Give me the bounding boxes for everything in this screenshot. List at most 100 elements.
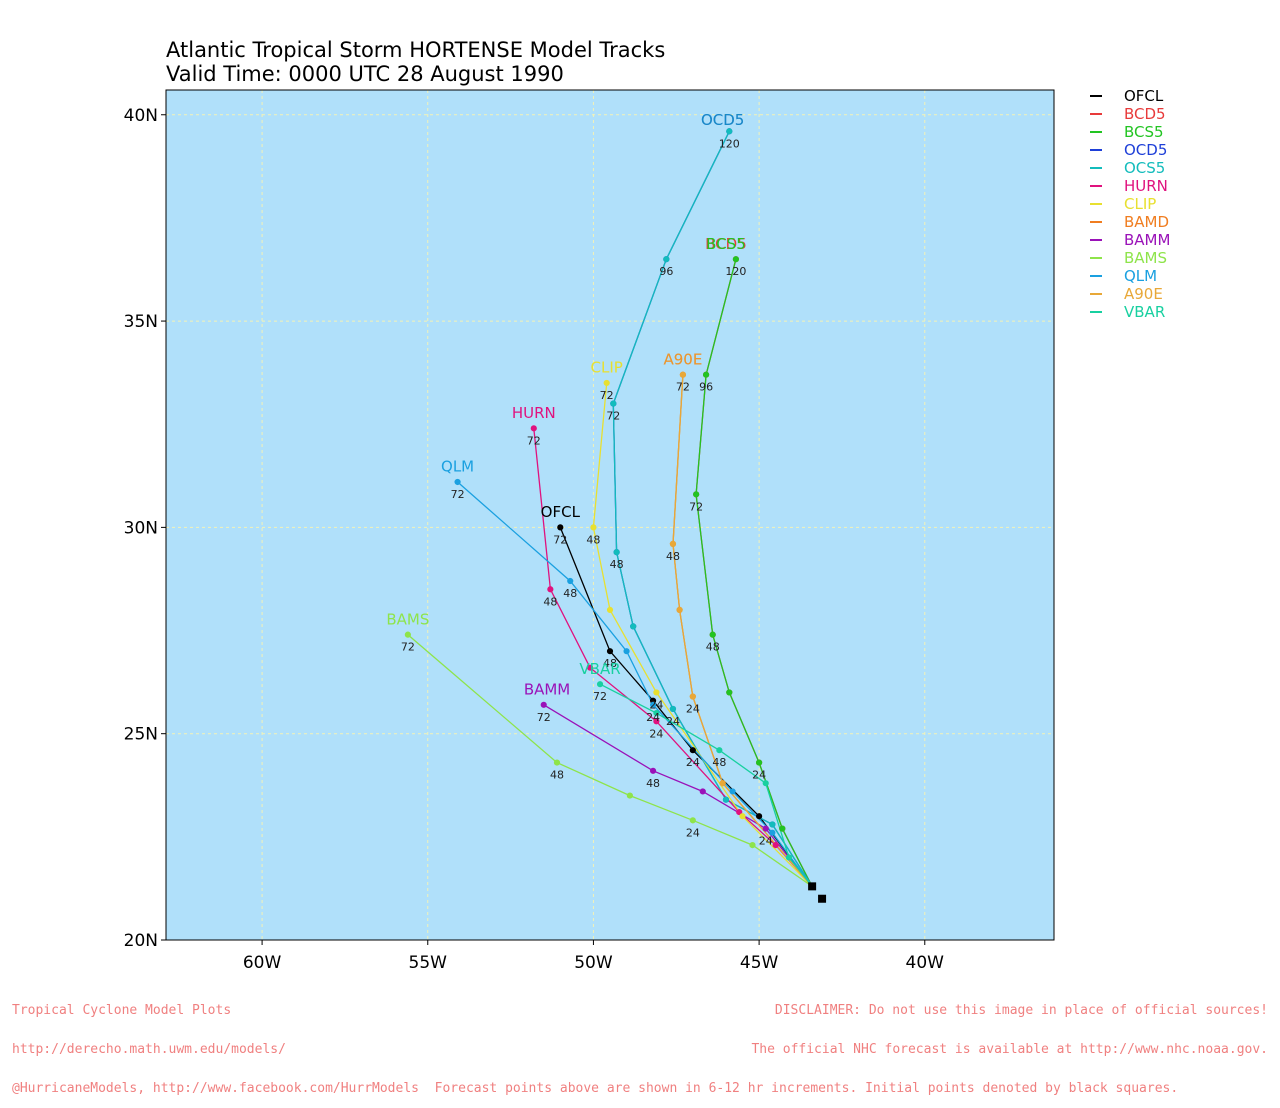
track-point-hurn: [530, 425, 537, 432]
track-point-a90e: [669, 540, 677, 547]
track-point-clip: [606, 606, 614, 614]
track-point-qlm: [623, 648, 630, 655]
hour-label: 48: [550, 769, 564, 782]
hour-label: 72: [451, 488, 465, 501]
end-label-bcs5: BCS5: [706, 235, 746, 253]
hour-label: 72: [600, 389, 614, 402]
hour-label: 72: [537, 711, 551, 724]
hour-label: 48: [666, 550, 680, 563]
initial-points: [808, 882, 827, 903]
hour-label: 48: [586, 533, 600, 546]
track-point-ocs5: [669, 705, 677, 713]
hour-label: 72: [676, 381, 690, 394]
hour-label: 72: [593, 690, 607, 703]
track-point-ocs5: [726, 128, 733, 135]
end-label-bams: BAMS: [386, 610, 429, 628]
footer-right-line: DISCLAIMER: Do not use this image in pla…: [774, 1003, 1268, 1018]
x-tick-label: 50W: [574, 953, 613, 973]
end-label-hurn: HURN: [512, 404, 556, 422]
track-point-ocs5: [630, 623, 637, 630]
track-point-vbar: [596, 681, 604, 688]
track-point-bams: [689, 817, 696, 824]
track-point-bams: [553, 759, 561, 766]
legend-entry-qlm: QLM: [1124, 267, 1157, 285]
hour-label: 120: [719, 137, 740, 150]
track-point-clip: [739, 813, 746, 820]
track-point-ofcl: [756, 813, 763, 820]
x-tick-label: 45W: [740, 953, 779, 973]
model-track-chart: Atlantic Tropical Storm HORTENSE Model T…: [124, 38, 1171, 973]
track-point-qlm: [769, 829, 776, 836]
track-point-clip: [603, 379, 610, 387]
track-point-ocs5: [610, 400, 617, 407]
track-point-bamm: [762, 825, 769, 832]
track-point-ofcl: [557, 524, 564, 531]
track-line-vbar: [599, 683, 813, 887]
y-tick-label: 30N: [124, 518, 158, 538]
track-point-bcs5: [756, 759, 763, 766]
hour-label: 120: [725, 265, 746, 278]
hour-label: 24: [646, 711, 660, 724]
chart-title: Atlantic Tropical Storm HORTENSE Model T…: [166, 38, 665, 62]
track-point-hurn: [653, 718, 660, 725]
hour-label: 24: [649, 727, 663, 740]
hour-label: 72: [401, 641, 415, 654]
hour-label: 48: [610, 558, 624, 571]
track-point-vbar: [716, 747, 723, 754]
hour-label: 72: [553, 533, 567, 546]
end-label-ocs5: OCD5: [701, 111, 744, 129]
hour-label: 72: [689, 500, 703, 513]
track-point-ocs5: [769, 821, 776, 828]
initial-point-square: [808, 882, 817, 891]
track-point-clip: [653, 689, 660, 696]
track-point-bamm: [699, 788, 706, 795]
track-point-bcs5: [709, 631, 716, 638]
track-point-bams: [626, 792, 633, 799]
track-point-bcs5: [779, 825, 786, 832]
footer-right-line: The official NHC forecast is available a…: [751, 1042, 1268, 1057]
legend-entry-bamd: BAMD: [1124, 213, 1169, 231]
track-point-ocs5: [613, 549, 620, 556]
legend-entry-vbar: VBAR: [1124, 303, 1165, 321]
track-points: [404, 128, 793, 861]
track-point-hurn: [587, 664, 594, 671]
track-point-qlm: [729, 788, 736, 795]
footer-left-line: Tropical Cyclone Model Plots: [12, 1003, 232, 1018]
forecast-hour-labels: 24 48 72 24 48 72 96 120 24 48 72 96 120 24 48 72 24 48 72…: [401, 137, 773, 847]
track-point-hurn: [547, 586, 554, 593]
legend-entry-bamm: BAMM: [1124, 231, 1170, 249]
track-point-qlm: [649, 701, 657, 708]
plot-area: [166, 90, 1054, 940]
axes: 60W 55W 50W 45W 40W 20N 25N 30N 35N 40N: [124, 106, 945, 973]
track-point-ofcl: [606, 648, 614, 655]
track-point-ocs5: [722, 796, 730, 803]
track-line-clip: [592, 382, 813, 887]
chart-subtitle: Valid Time: 0000 UTC 28 August 1990: [166, 62, 564, 86]
end-label-a90e: A90E: [663, 350, 702, 368]
grid: [166, 90, 1054, 940]
track-line-bams: [407, 634, 813, 887]
track-point-bams: [404, 631, 411, 638]
track-point-ocs5: [663, 256, 670, 263]
legend-entry-a90e: A90E: [1124, 285, 1163, 303]
end-label-bamd: A90E: [663, 350, 702, 368]
track-point-a90e: [689, 693, 696, 700]
end-label-clip: CLIP: [591, 359, 623, 377]
track-point-bamm: [540, 701, 547, 708]
track-point-bamm: [649, 767, 657, 774]
x-tick-label: 40W: [906, 953, 945, 973]
hour-label: 24: [686, 703, 700, 716]
track-point-bcs5: [732, 256, 740, 263]
track-point-a90e: [679, 371, 686, 378]
end-label-bcd5: BCD5: [705, 235, 747, 253]
hour-label: 48: [543, 595, 557, 608]
legend-entry-ocd5: OCD5: [1124, 141, 1167, 159]
hour-label: 24: [759, 835, 773, 848]
initial-point-square: [818, 894, 827, 903]
hour-label: 96: [699, 381, 713, 394]
track-line-bcs5: [695, 259, 813, 887]
x-tick-label: 55W: [409, 953, 448, 973]
track-point-vbar: [653, 709, 660, 717]
hour-label: 96: [659, 265, 673, 278]
